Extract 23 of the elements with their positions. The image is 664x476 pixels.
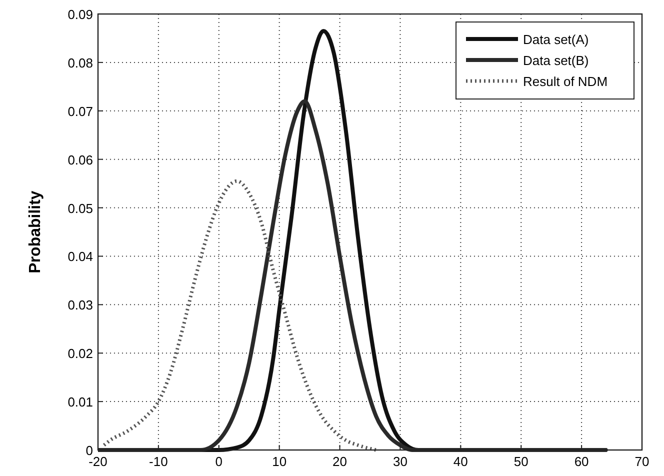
legend-label: Result of NDM bbox=[523, 74, 608, 89]
x-tick-label: 40 bbox=[453, 454, 468, 469]
y-tick-label: 0.01 bbox=[68, 394, 93, 410]
y-tick-label: 0.02 bbox=[68, 346, 93, 362]
x-tick-label: 20 bbox=[332, 454, 348, 469]
x-tick-label: 70 bbox=[634, 454, 650, 469]
y-tick-label: 0.04 bbox=[68, 249, 93, 264]
legend-label: Data set(B) bbox=[523, 53, 589, 68]
y-tick-label: 0.03 bbox=[68, 298, 93, 313]
x-tick-label: 50 bbox=[514, 454, 528, 469]
y-axis-title: Probability bbox=[27, 190, 44, 274]
x-tick-label: 0 bbox=[215, 454, 223, 469]
y-tick-label: 0.06 bbox=[68, 152, 93, 168]
x-tick-label: 30 bbox=[392, 454, 408, 469]
legend-label: Data set(A) bbox=[523, 32, 589, 47]
y-tick-label: 0.05 bbox=[68, 200, 93, 216]
x-tick-label: -10 bbox=[149, 454, 168, 469]
line-series bbox=[102, 179, 378, 452]
y-tick-label: 0.08 bbox=[68, 55, 93, 70]
y-tick-label: 0.09 bbox=[68, 7, 93, 22]
x-tick-label: 10 bbox=[272, 454, 287, 469]
x-tick-label: 60 bbox=[574, 454, 589, 469]
y-tick-label: 0.07 bbox=[68, 104, 93, 119]
